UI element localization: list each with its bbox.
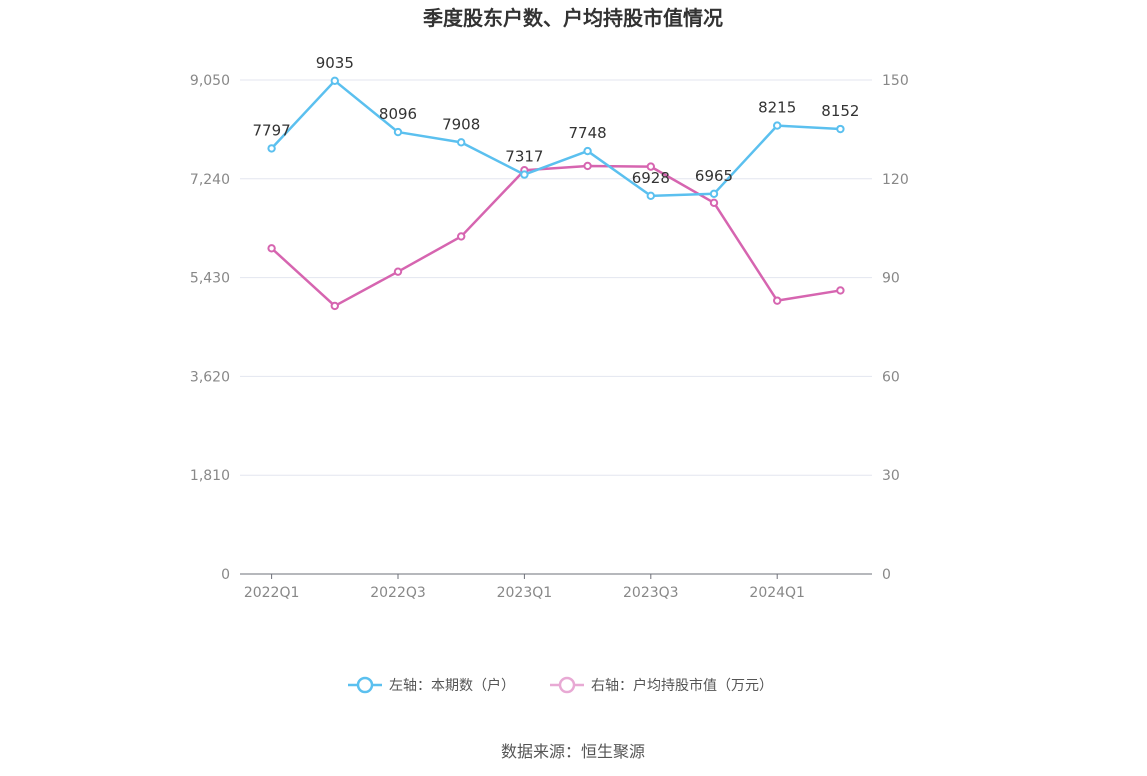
series-point-1[interactable] — [836, 286, 845, 295]
chart-title: 季度股东户数、户均持股市值情况 — [422, 6, 723, 30]
series-point-1[interactable] — [646, 162, 655, 171]
right-tick-label: 30 — [882, 468, 900, 484]
series-point-1[interactable] — [773, 296, 782, 305]
left-tick-label: 3,620 — [190, 369, 230, 385]
left-tick-label: 5,430 — [190, 271, 230, 287]
legend-item-households[interactable]: 左轴：本期数（户） — [348, 676, 515, 694]
legend-item-avg-value[interactable]: 右轴：户均持股市值（万元） — [550, 676, 773, 694]
legend-marker-households — [356, 676, 374, 694]
source-note: 数据来源：恒生聚源 — [501, 742, 645, 761]
series-point-0[interactable] — [646, 191, 655, 201]
right-tick-label: 90 — [882, 271, 900, 287]
x-tick-label: 2023Q3 — [623, 585, 679, 601]
data-label: 9035 — [316, 54, 354, 72]
series-point-0[interactable] — [773, 121, 782, 130]
series-layer — [267, 76, 845, 311]
data-label: 7908 — [442, 115, 480, 133]
data-labels: 7797 9035 8096 7908 7317 7748 6928 6965 8215 8152 — [253, 54, 860, 187]
legend-label-avg-value: 右轴：户均持股市值（万元） — [591, 677, 773, 694]
legend-label-households: 左轴：本期数（户） — [389, 677, 515, 694]
series-point-0[interactable] — [836, 124, 845, 134]
legend: 左轴：本期数（户） 右轴：户均持股市值（万元） — [348, 676, 773, 694]
series-point-0[interactable] — [393, 127, 403, 137]
right-axis: 0 30 60 90 120 150 — [882, 73, 909, 583]
series-point-0[interactable] — [520, 170, 529, 179]
grid-lines — [240, 79, 872, 476]
x-tick-label: 2024Q1 — [749, 585, 805, 601]
series-point-1[interactable] — [709, 198, 719, 208]
right-tick-label: 0 — [882, 567, 891, 583]
data-label: 7797 — [253, 121, 291, 139]
left-tick-label: 0 — [221, 567, 230, 583]
data-label: 8096 — [379, 105, 417, 123]
x-tick-label: 2022Q3 — [370, 585, 426, 601]
series-point-1[interactable] — [267, 244, 276, 253]
data-label: 8152 — [821, 102, 859, 120]
right-tick-label: 60 — [882, 369, 900, 385]
series-point-1[interactable] — [583, 161, 592, 171]
series-point-1[interactable] — [330, 301, 339, 311]
series-point-0[interactable] — [709, 189, 719, 199]
data-label: 7748 — [569, 124, 607, 142]
right-tick-label: 120 — [882, 172, 909, 188]
left-tick-label: 7,240 — [190, 172, 230, 188]
x-axis: 2022Q1 2022Q3 2023Q1 2023Q3 2024Q1 — [240, 573, 872, 601]
left-tick-label: 9,050 — [190, 73, 230, 89]
series-point-0[interactable] — [583, 146, 592, 156]
series-point-1[interactable] — [457, 232, 466, 241]
data-label: 6965 — [695, 167, 733, 185]
left-tick-label: 1,810 — [190, 468, 230, 484]
series-point-0[interactable] — [330, 76, 339, 86]
left-axis: 0 1,810 3,620 5,430 7,240 9,050 — [190, 73, 230, 583]
x-tick-label: 2023Q1 — [497, 585, 553, 601]
right-tick-label: 150 — [882, 73, 909, 89]
x-tick-label: 2022Q1 — [244, 585, 300, 601]
legend-marker-avg-value — [558, 676, 576, 694]
series-line-0 — [270, 79, 841, 198]
series-line-1 — [270, 164, 841, 308]
data-label: 7317 — [505, 148, 543, 166]
data-label: 8215 — [758, 99, 796, 117]
data-label: 6928 — [632, 169, 670, 187]
series-point-0[interactable] — [457, 138, 466, 147]
series-point-0[interactable] — [267, 144, 276, 153]
series-point-1[interactable] — [393, 267, 403, 276]
